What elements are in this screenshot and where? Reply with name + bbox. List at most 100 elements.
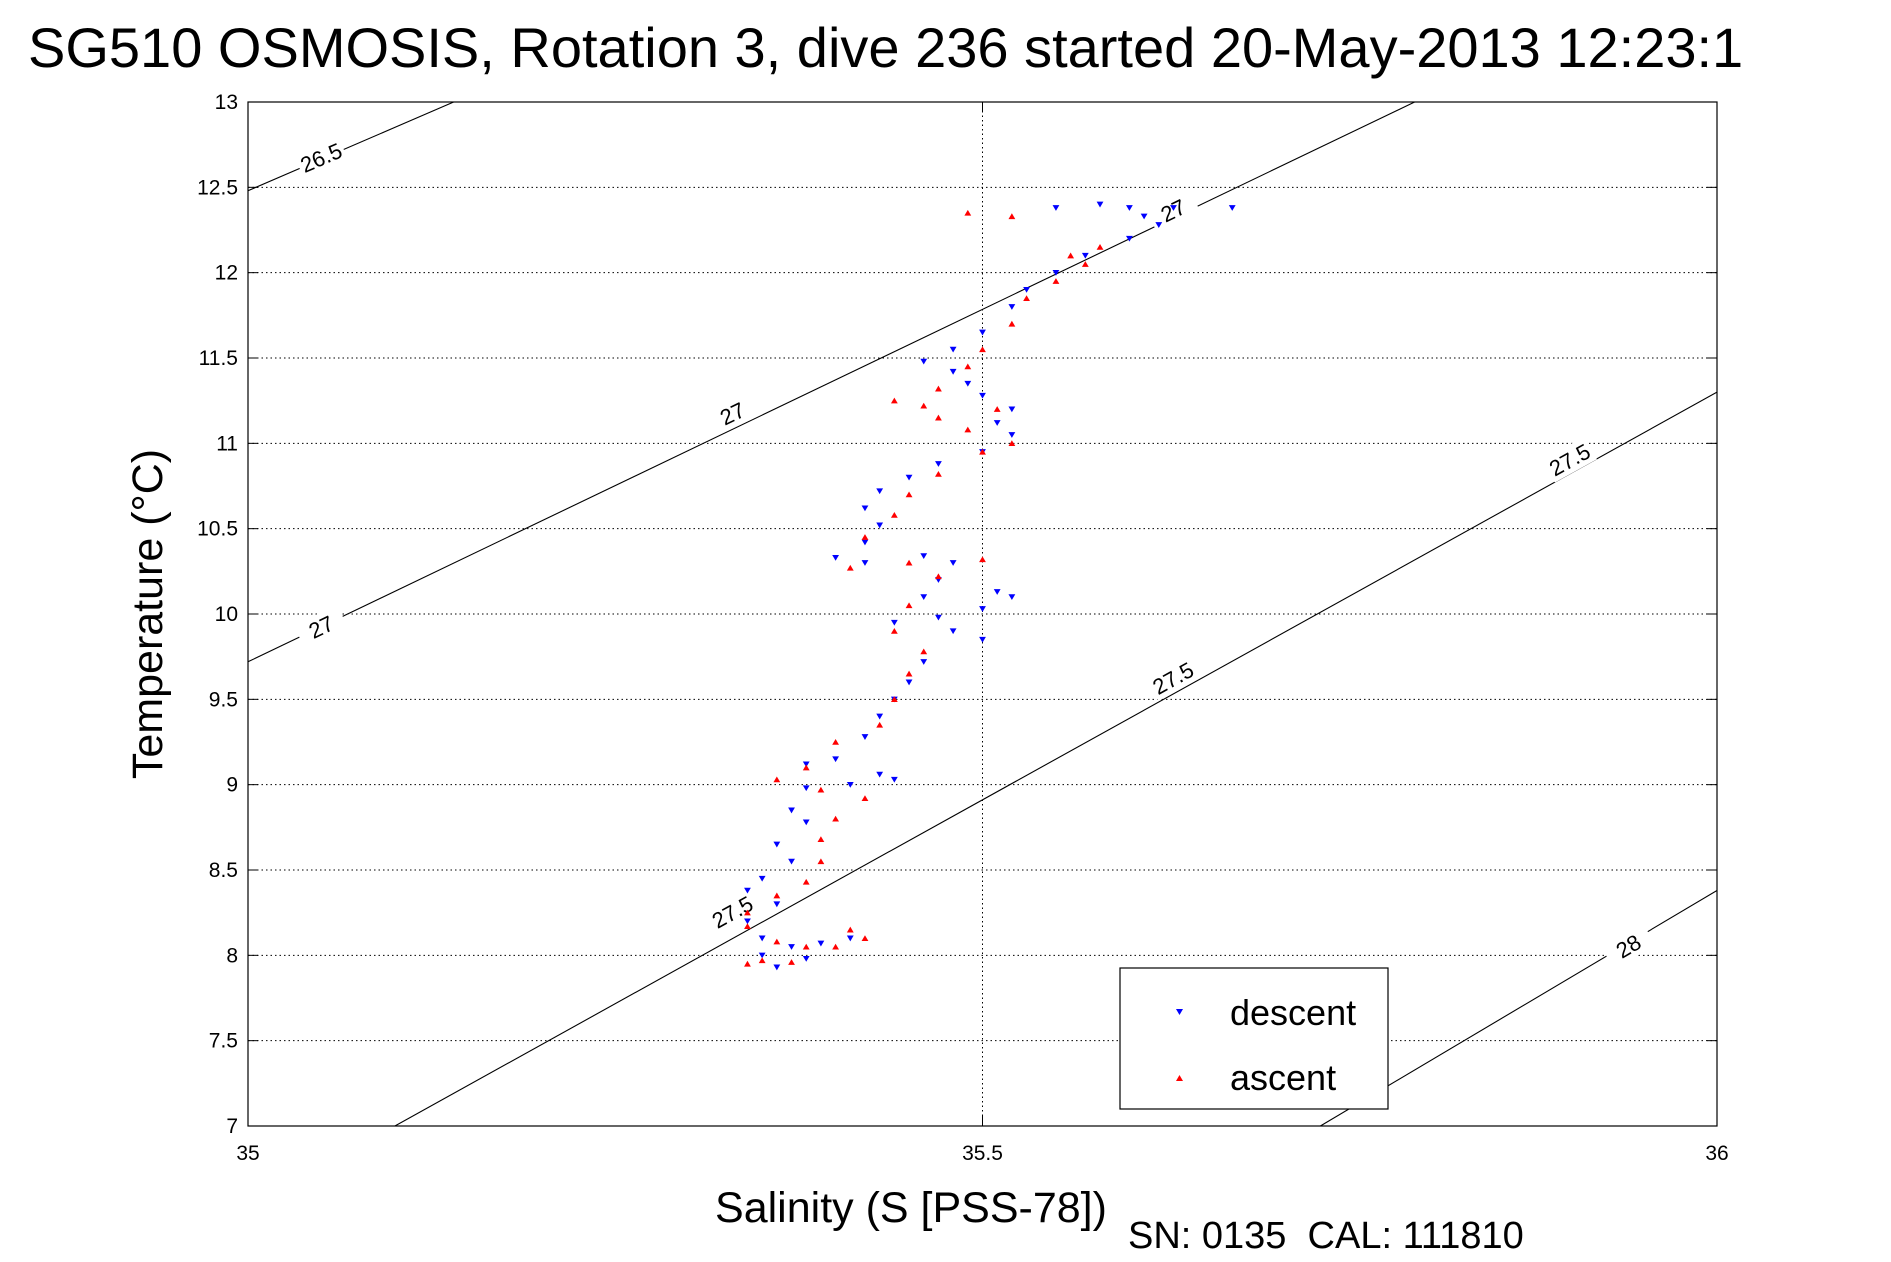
y-tick-label: 10 bbox=[215, 603, 238, 626]
descent-point bbox=[979, 636, 986, 643]
x-axis-ticks: 35 35.5 36 bbox=[236, 102, 1729, 1165]
descent-point bbox=[949, 368, 957, 375]
legend: descent ascent bbox=[1119, 967, 1389, 1110]
contour-label-background bbox=[1145, 654, 1201, 701]
descent-point bbox=[876, 713, 884, 720]
y-tick-label: 8.5 bbox=[209, 859, 238, 882]
ascent-point bbox=[832, 943, 839, 950]
descent-point bbox=[993, 420, 1001, 426]
descent-point bbox=[905, 474, 913, 481]
ascent-point bbox=[905, 491, 913, 498]
descent-point bbox=[1140, 213, 1148, 220]
contour-label-background bbox=[1601, 922, 1656, 970]
ascent-point bbox=[979, 346, 986, 353]
x-tick-label: 36 bbox=[1705, 1142, 1728, 1165]
ascent-point bbox=[979, 448, 986, 455]
descent-point bbox=[890, 619, 898, 626]
ascent-point bbox=[817, 836, 825, 842]
descent-point bbox=[1170, 205, 1177, 211]
chart-title: SG510 OSMOSIS, Rotation 3, dive 236 star… bbox=[28, 16, 1743, 79]
density-contour-27.5 bbox=[394, 391, 1717, 1126]
density-contour-26.5 bbox=[248, 102, 454, 192]
descent-point bbox=[1096, 201, 1104, 208]
ascent-point bbox=[1008, 320, 1016, 327]
descent-point bbox=[773, 841, 781, 848]
descent-point bbox=[788, 807, 795, 814]
contour-label-background bbox=[705, 391, 760, 436]
y-axis-ticks: 7 7.5 8 8.5 9 9.5 10 10.5 11 11.5 12 12.5 13 bbox=[197, 91, 1717, 1138]
descent-point bbox=[861, 734, 869, 740]
ascent-point bbox=[861, 534, 869, 540]
descent-point bbox=[1081, 252, 1089, 259]
descent-point bbox=[1228, 205, 1236, 211]
descent-point bbox=[773, 964, 781, 971]
descent-point bbox=[744, 887, 751, 894]
ascent-point bbox=[773, 892, 781, 899]
ascent-point bbox=[1008, 213, 1016, 220]
descent-point bbox=[1008, 406, 1016, 413]
y-axis-label: Temperature (°C) bbox=[124, 449, 172, 779]
descent-point bbox=[905, 679, 913, 686]
descent-point bbox=[949, 346, 957, 353]
y-tick-label: 11 bbox=[216, 432, 238, 455]
ascent-point bbox=[832, 815, 839, 822]
ascent-point bbox=[935, 385, 942, 392]
descent-point bbox=[920, 358, 928, 365]
descent-point bbox=[802, 819, 810, 826]
y-tick-label: 13 bbox=[215, 91, 238, 114]
descent-point bbox=[861, 505, 869, 512]
density-contour-27 bbox=[248, 102, 1416, 663]
ascent-point bbox=[964, 426, 972, 433]
ascent-point bbox=[979, 556, 986, 563]
contour-label-background bbox=[704, 888, 760, 935]
grid-lines bbox=[248, 102, 1717, 1126]
descent-point bbox=[949, 628, 957, 635]
descent-point bbox=[817, 940, 825, 947]
contour-label-background bbox=[1542, 436, 1597, 483]
contour-label-background bbox=[1145, 188, 1201, 233]
descent-point bbox=[1052, 269, 1060, 276]
x-axis-label: Salinity (S [PSS-78]) bbox=[715, 1184, 1107, 1232]
y-tick-label: 7 bbox=[226, 1115, 238, 1138]
ascent-point bbox=[890, 511, 898, 518]
descent-point bbox=[846, 935, 854, 942]
descent-point bbox=[979, 606, 986, 612]
y-tick-label: 7.5 bbox=[209, 1030, 238, 1053]
y-tick-label: 8 bbox=[226, 944, 238, 967]
ascent-point bbox=[935, 470, 942, 477]
ascent-point bbox=[817, 786, 825, 793]
descent-point bbox=[773, 901, 781, 908]
legend-descent-label: descent bbox=[1230, 992, 1356, 1033]
ascent-point bbox=[802, 764, 810, 771]
ascent-point bbox=[846, 926, 854, 933]
descent-point bbox=[890, 776, 898, 783]
descent-point bbox=[861, 560, 869, 566]
descent-point bbox=[802, 761, 810, 768]
ascent-point bbox=[773, 938, 781, 945]
descent-point bbox=[1008, 304, 1016, 310]
ascent-point bbox=[846, 564, 854, 571]
x-tick-label: 35 bbox=[236, 1142, 259, 1165]
ascent-point bbox=[788, 959, 795, 965]
ascent-point bbox=[905, 559, 913, 566]
ascent-point bbox=[905, 602, 913, 609]
descent-point bbox=[920, 553, 928, 560]
descent-point bbox=[920, 659, 928, 665]
ascent-point bbox=[920, 402, 928, 409]
descent-point bbox=[1008, 594, 1016, 600]
ascent-point bbox=[935, 573, 942, 580]
ascent-point bbox=[935, 414, 942, 421]
ascent-point bbox=[773, 776, 781, 783]
descent-point bbox=[1052, 205, 1060, 211]
descent-point bbox=[1155, 222, 1163, 228]
descent-point bbox=[935, 614, 942, 621]
ascent-point bbox=[1052, 278, 1060, 284]
descent-point bbox=[832, 554, 839, 561]
ascent-point bbox=[1023, 295, 1030, 301]
descent-point bbox=[758, 935, 766, 942]
descent-point bbox=[993, 589, 1001, 595]
contour-label: 26.5 bbox=[297, 138, 346, 178]
legend-ascent-label: ascent bbox=[1230, 1057, 1336, 1098]
legend-descent-marker bbox=[1176, 1009, 1183, 1015]
